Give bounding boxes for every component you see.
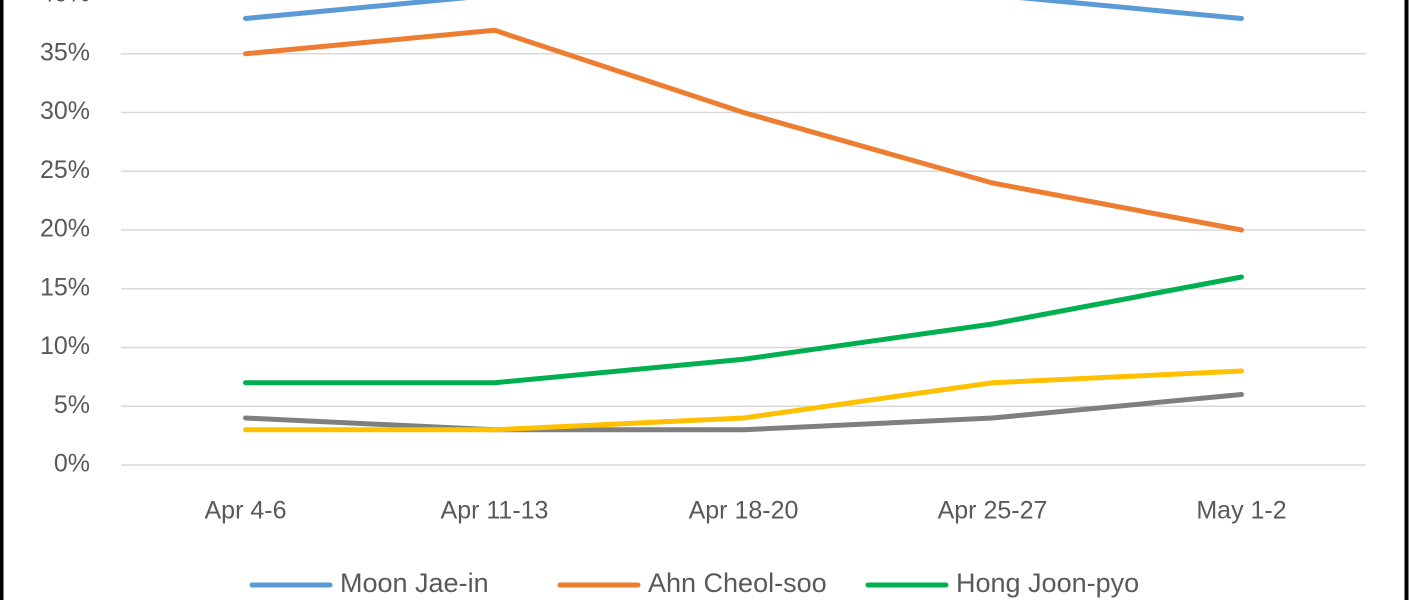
legend-label: Moon Jae-in <box>340 568 489 598</box>
legend-label: Ahn Cheol-soo <box>648 568 827 598</box>
series-line <box>243 0 1244 21</box>
series-line <box>243 368 1244 433</box>
series-line <box>243 392 1244 433</box>
x-tick-label: Apr 18-20 <box>689 497 799 525</box>
y-tick-label: 25% <box>40 156 90 184</box>
x-tick-label: Apr 25-27 <box>938 497 1048 525</box>
series-line <box>243 27 1244 233</box>
x-tick-label: May 1-2 <box>1196 497 1286 525</box>
y-tick-label: 30% <box>40 97 90 125</box>
y-tick-label: 20% <box>40 215 90 243</box>
y-tick-label: 15% <box>40 273 90 301</box>
y-tick-label: 10% <box>40 332 90 360</box>
y-tick-label: 35% <box>40 38 90 66</box>
series-line <box>243 274 1244 386</box>
legend-label: Hong Joon-pyo <box>956 568 1139 598</box>
y-tick-label: 0% <box>54 450 90 478</box>
x-tick-label: Apr 11-13 <box>441 497 549 525</box>
x-tick-label: Apr 4-6 <box>205 497 287 525</box>
y-tick-label: 40% <box>40 0 90 8</box>
y-tick-label: 5% <box>54 391 90 419</box>
